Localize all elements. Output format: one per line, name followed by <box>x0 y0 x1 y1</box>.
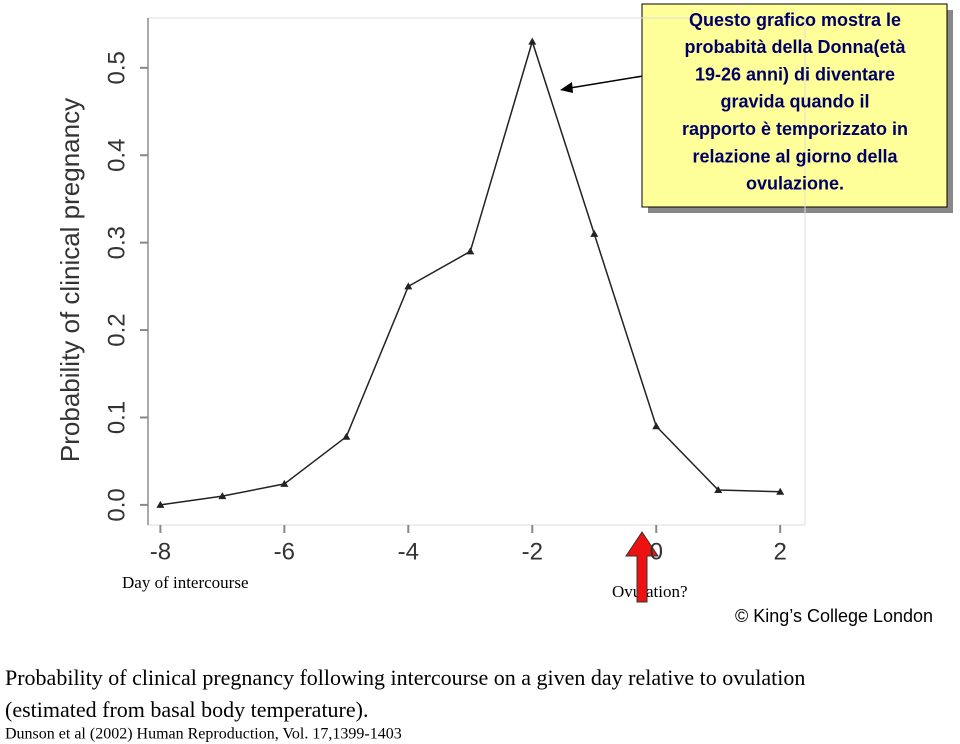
annotation-text: Questo grafico mostra le <box>689 10 901 30</box>
credit: © King’s College London <box>735 606 933 626</box>
y-tick-label: 0.5 <box>103 51 130 84</box>
annotation-pointer <box>569 75 644 89</box>
ovulation-label: Ovulation? <box>612 582 688 601</box>
reference: Dunson et al (2002) Human Reproduction, … <box>5 726 402 743</box>
data-point <box>652 422 661 430</box>
data-point <box>776 487 785 495</box>
ovulation-arrow <box>625 531 659 603</box>
caption-line: Probability of clinical pregnancy follow… <box>5 665 805 690</box>
caption-line: (estimated from basal body temperature). <box>5 697 368 722</box>
x-tick-label: -6 <box>274 538 295 565</box>
x-tick-label: 2 <box>774 538 787 565</box>
annotation-text: 19-26 anni) di diventare <box>695 64 895 84</box>
x-tick-label: -2 <box>522 538 543 565</box>
annotation-box <box>641 3 948 208</box>
x-axis-label: Day of intercourse <box>122 573 249 592</box>
annotation-text: probabità della Donna(età <box>684 37 906 57</box>
x-tick-label: 0 <box>650 538 663 565</box>
data-point <box>218 492 227 500</box>
y-axis-label: Probability of clinical pregnancy <box>55 98 85 462</box>
y-tick-label: 0.3 <box>103 226 130 259</box>
annotation-text: ovulazione. <box>746 174 844 194</box>
y-tick-label: 0.0 <box>103 488 130 521</box>
data-point <box>342 432 351 440</box>
data-point <box>528 37 537 45</box>
x-tick-label: -8 <box>150 538 171 565</box>
data-point <box>714 486 723 494</box>
y-tick-label: 0.1 <box>103 401 130 434</box>
data-point <box>590 229 599 237</box>
annotation-text: relazione al giorno della <box>692 146 898 166</box>
y-tick-label: 0.4 <box>103 139 130 172</box>
data-point <box>404 282 413 290</box>
data-point <box>156 500 165 508</box>
annotation-pointer-head <box>560 82 573 93</box>
y-tick-label: 0.2 <box>103 313 130 346</box>
data-point <box>466 247 475 255</box>
x-tick-label: -4 <box>398 538 419 565</box>
annotation-text: gravida quando il <box>720 92 869 112</box>
annotation-text: rapporto è temporizzato in <box>682 119 908 139</box>
data-point <box>280 479 289 487</box>
